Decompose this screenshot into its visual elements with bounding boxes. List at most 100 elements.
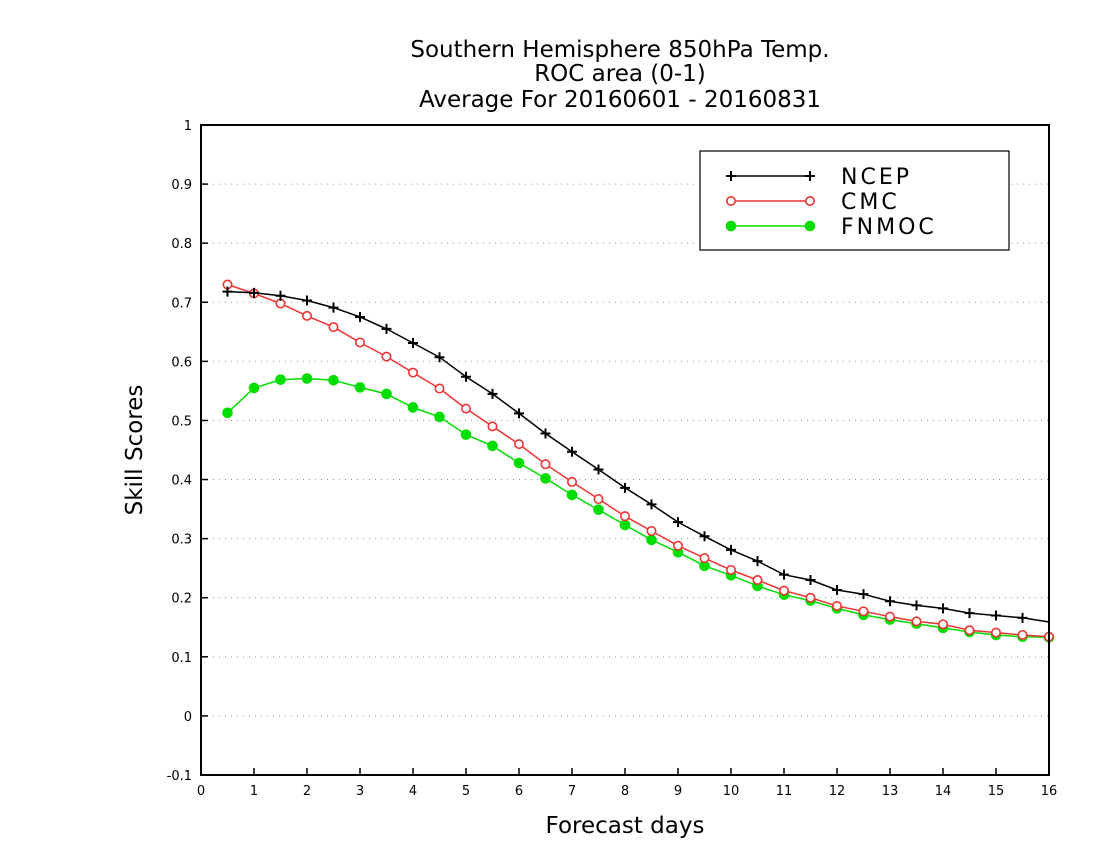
data-point-cmc [354,337,365,348]
data-point-ncep [249,287,259,298]
data-point-fnmoc [487,440,498,452]
data-point-ncep [699,531,710,542]
y-tick-label: 0.9 [171,178,192,193]
data-point-ncep [938,603,948,614]
data-point-ncep [593,464,604,475]
legend-marker [725,196,736,207]
data-point-fnmoc [381,388,392,400]
data-point-cmc [752,574,763,585]
y-tick-label: 0.4 [171,474,192,489]
series-line-fnmoc [226,377,1050,639]
y-tick-label: 0.7 [171,296,192,311]
data-point-cmc [1017,629,1028,640]
gridlines [201,183,1049,717]
data-point-ncep [302,295,312,306]
y-tick-label: 0.6 [171,355,192,370]
x-tick-label: 16 [1041,784,1058,799]
x-tick-label: 7 [568,784,576,799]
chart-title-group: Southern Hemisphere 850hPa Temp.ROC area… [410,37,829,113]
legend-marker [804,196,815,207]
legend-marker [725,220,737,232]
legend-marker [726,171,736,181]
data-point-cmc [884,611,895,622]
x-tick-label: 10 [723,784,740,799]
data-point-cmc [805,592,816,603]
data-point-ncep [461,371,471,382]
series-cmc [222,279,1055,642]
data-point-ncep [964,608,975,619]
data-point-ncep [1017,612,1028,623]
legend-marker [805,171,815,181]
data-point-ncep [408,338,418,349]
x-tick-label: 14 [935,784,952,799]
y-axis-label: Skill Scores [122,385,148,516]
data-point-fnmoc [540,473,551,484]
series-line-cmc [227,283,1050,638]
data-point-ncep [646,499,657,510]
data-point-fnmoc [275,374,286,385]
axes-group: -0.100.10.20.30.40.50.60.70.80.910 1 2 3 4 5 6… [167,119,1058,799]
x-tick-label: 15 [988,784,1005,799]
y-tick-label: 0.8 [171,237,192,252]
series-group [222,279,1055,643]
y-tick-label: 0.1 [171,651,192,666]
data-point-cmc [487,421,498,432]
data-point-cmc [460,403,471,414]
data-point-cmc [646,525,657,536]
legend-entry-fnmoc: FNMOC [725,215,937,240]
data-point-cmc [381,351,392,362]
x-tick-label: 12 [829,784,846,799]
y-tick-label: 0 [184,710,192,725]
y-tick-label: -0.1 [167,769,192,784]
data-point-ncep [805,575,816,585]
x-tick-label: 11 [776,784,793,799]
data-point-fnmoc [248,382,260,394]
data-point-cmc [328,322,339,333]
data-point-cmc [619,511,630,522]
y-tick-label: 1 [184,119,192,134]
data-point-ncep [222,286,233,297]
data-point-cmc [513,439,524,450]
data-point-cmc [593,494,604,505]
data-point-ncep [885,596,895,607]
chart-title-line-3: Average For 20160601 - 20160831 [419,87,821,113]
x-tick-label: 4 [409,784,417,799]
data-point-ncep [567,446,577,457]
data-point-ncep [275,290,286,301]
legend-marker [804,220,816,232]
data-point-ncep [991,610,1001,621]
x-tick-label: 13 [882,784,899,799]
series-ncep [222,286,1050,623]
data-point-cmc [699,553,710,564]
data-point-cmc [778,585,789,596]
data-point-fnmoc [566,489,578,501]
data-point-fnmoc [646,534,657,546]
x-tick-label: 3 [356,784,364,799]
data-point-cmc [990,627,1001,638]
data-point-fnmoc [407,402,419,413]
data-point-ncep [434,352,445,363]
data-point-cmc [911,616,922,627]
series-line-ncep [227,290,1050,623]
data-point-cmc [301,310,312,321]
x-tick-label: 9 [674,784,682,799]
legend-entry-cmc: CMC [725,190,897,215]
data-point-fnmoc [301,373,313,384]
data-point-fnmoc [619,519,631,531]
data-point-cmc [964,625,975,636]
data-point-cmc [725,564,736,575]
data-point-cmc [434,383,445,394]
data-point-ncep [673,517,683,528]
x-tick-label: 1 [250,784,258,799]
data-point-fnmoc [222,407,233,419]
x-tick-label: 5 [462,784,470,799]
data-point-ncep [911,600,922,611]
x-tick-label: 0 [197,784,205,799]
data-point-cmc [858,606,869,617]
data-point-ncep [355,312,365,323]
data-point-cmc [566,476,577,487]
data-point-fnmoc [328,374,339,386]
legend-label: FNMOC [841,215,937,240]
